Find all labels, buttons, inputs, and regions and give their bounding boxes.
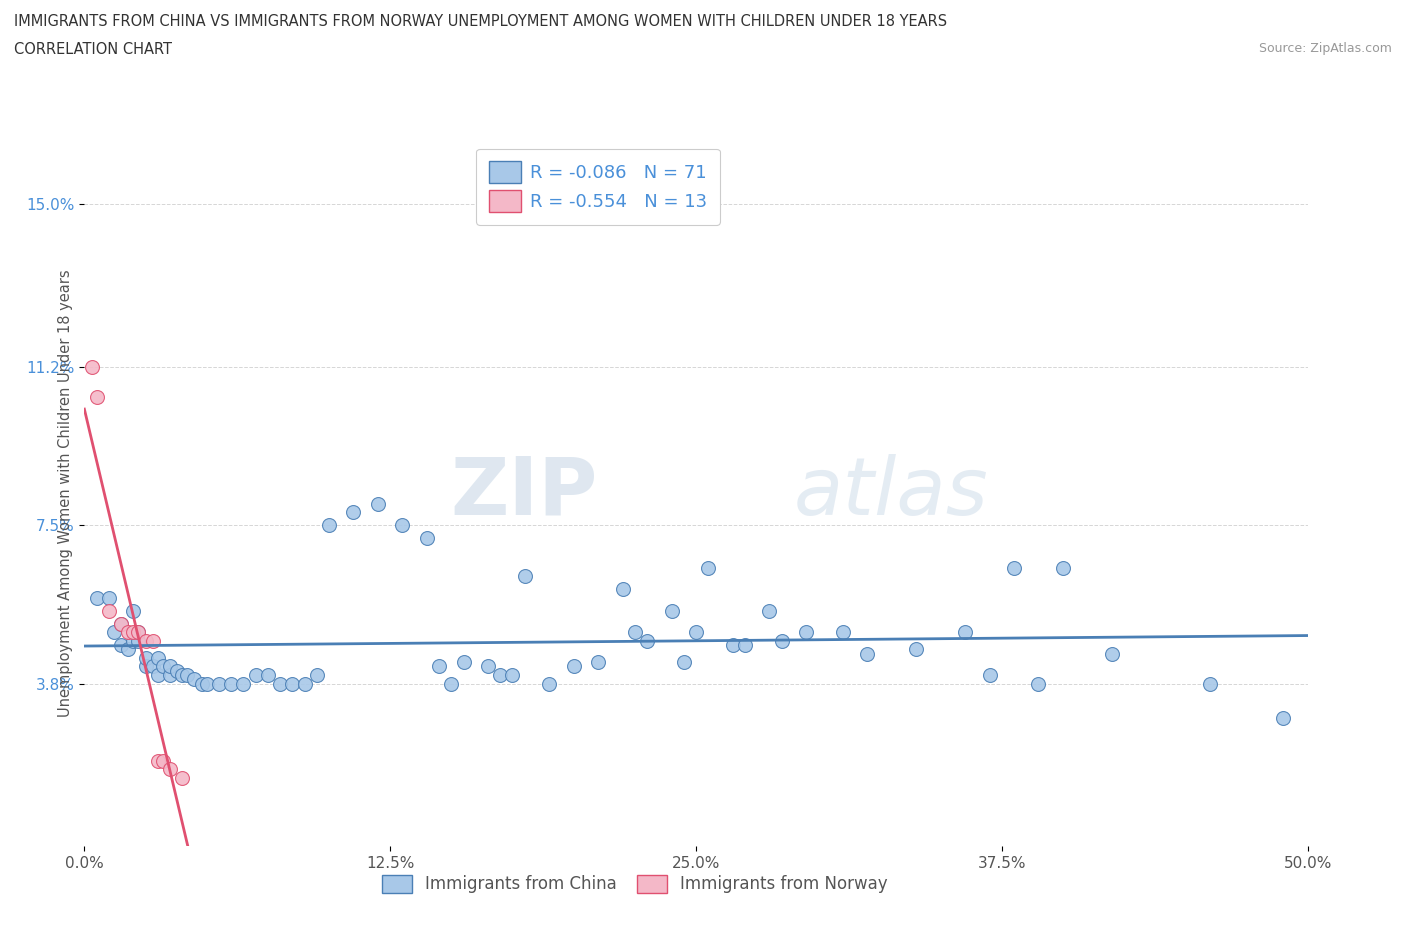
- Legend: Immigrants from China, Immigrants from Norway: Immigrants from China, Immigrants from N…: [374, 866, 896, 901]
- Point: [502, 668, 524, 683]
- Point: [427, 659, 450, 674]
- Point: [146, 668, 169, 683]
- Text: CORRELATION CHART: CORRELATION CHART: [14, 42, 172, 57]
- Point: [1101, 646, 1123, 661]
- Text: IMMIGRANTS FROM CHINA VS IMMIGRANTS FROM NORWAY UNEMPLOYMENT AMONG WOMEN WITH CH: IMMIGRANTS FROM CHINA VS IMMIGRANTS FROM…: [14, 14, 948, 29]
- Point: [342, 505, 364, 520]
- Point: [1198, 676, 1220, 691]
- Point: [257, 668, 280, 683]
- Point: [477, 659, 499, 674]
- Point: [367, 497, 389, 512]
- Point: [305, 668, 328, 683]
- Text: atlas: atlas: [794, 454, 988, 532]
- Text: Source: ZipAtlas.com: Source: ZipAtlas.com: [1258, 42, 1392, 55]
- Point: [103, 625, 125, 640]
- Point: [152, 659, 174, 674]
- Point: [489, 668, 512, 683]
- Point: [831, 625, 853, 640]
- Point: [97, 604, 120, 618]
- Point: [80, 359, 103, 374]
- Point: [269, 676, 291, 691]
- Point: [135, 650, 157, 665]
- Point: [979, 668, 1001, 683]
- Point: [721, 638, 744, 653]
- Point: [1002, 561, 1025, 576]
- Point: [685, 625, 707, 640]
- Point: [122, 625, 145, 640]
- Point: [318, 518, 340, 533]
- Point: [672, 655, 695, 670]
- Point: [636, 633, 658, 648]
- Point: [183, 671, 205, 686]
- Point: [176, 668, 198, 683]
- Point: [612, 582, 634, 597]
- Point: [245, 668, 267, 683]
- Point: [146, 650, 169, 665]
- Point: [86, 591, 108, 605]
- Point: [734, 638, 756, 653]
- Point: [1052, 561, 1074, 576]
- Point: [172, 668, 194, 683]
- Point: [166, 663, 188, 678]
- Point: [110, 638, 132, 653]
- Point: [562, 659, 585, 674]
- Point: [159, 659, 181, 674]
- Point: [117, 642, 139, 657]
- Point: [794, 625, 817, 640]
- Point: [159, 762, 181, 777]
- Point: [110, 616, 132, 631]
- Point: [697, 561, 720, 576]
- Point: [110, 616, 132, 631]
- Point: [127, 633, 149, 648]
- Point: [416, 530, 439, 545]
- Point: [122, 604, 145, 618]
- Point: [391, 518, 413, 533]
- Point: [440, 676, 463, 691]
- Point: [97, 591, 120, 605]
- Point: [159, 668, 181, 683]
- Point: [208, 676, 231, 691]
- Point: [586, 655, 609, 670]
- Point: [86, 389, 108, 404]
- Point: [135, 659, 157, 674]
- Point: [1272, 711, 1295, 725]
- Point: [953, 625, 976, 640]
- Point: [122, 633, 145, 648]
- Point: [117, 625, 139, 640]
- Point: [770, 633, 793, 648]
- Point: [127, 625, 149, 640]
- Point: [127, 625, 149, 640]
- Point: [538, 676, 561, 691]
- Point: [191, 676, 214, 691]
- Point: [142, 659, 165, 674]
- Point: [1028, 676, 1050, 691]
- Point: [146, 753, 169, 768]
- Point: [152, 753, 174, 768]
- Text: ZIP: ZIP: [451, 454, 598, 532]
- Point: [624, 625, 647, 640]
- Point: [905, 642, 928, 657]
- Point: [453, 655, 475, 670]
- Point: [661, 604, 683, 618]
- Point: [135, 633, 157, 648]
- Point: [294, 676, 316, 691]
- Point: [142, 633, 165, 648]
- Point: [172, 770, 194, 785]
- Y-axis label: Unemployment Among Women with Children Under 18 years: Unemployment Among Women with Children U…: [58, 269, 73, 717]
- Point: [195, 676, 218, 691]
- Point: [232, 676, 254, 691]
- Point: [281, 676, 304, 691]
- Point: [219, 676, 242, 691]
- Point: [513, 569, 536, 584]
- Point: [758, 604, 780, 618]
- Point: [856, 646, 879, 661]
